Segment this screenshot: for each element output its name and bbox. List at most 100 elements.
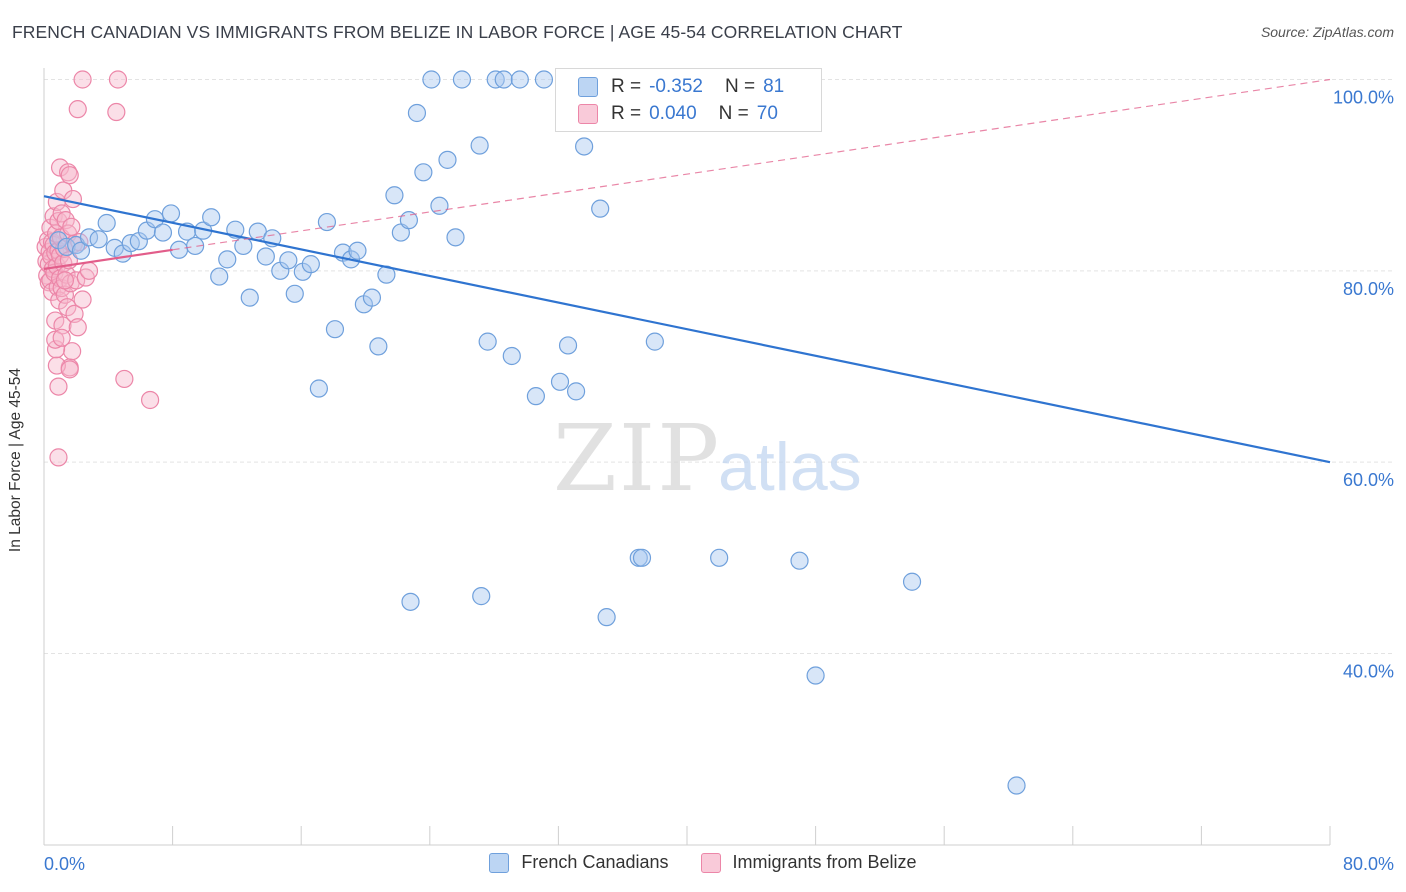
point-belize [68, 318, 87, 337]
point-belize [115, 369, 134, 389]
watermark-atlas: atlas [718, 429, 862, 505]
point-belize [55, 271, 74, 290]
tick-labels: 40.0% 60.0% 80.0% 100.0% 0.0% 80.0% [44, 88, 1394, 875]
point-french-canadian [385, 186, 404, 205]
trendline-belize-extension [172, 78, 1331, 251]
point-french-canadian [407, 103, 427, 123]
point-french-canadian [790, 551, 809, 570]
legend-item-belize: Immigrants from Belize [700, 852, 917, 873]
point-french-canadian [566, 382, 586, 401]
point-belize [59, 163, 78, 182]
point-french-canadian [279, 251, 298, 270]
legend-r-value: -0.352 [649, 76, 703, 97]
point-french-canadian [502, 346, 521, 366]
point-belize [63, 189, 83, 209]
legend-label-french-canadians: French Canadians [521, 852, 669, 872]
point-french-canadian [89, 230, 108, 249]
point-french-canadian [362, 288, 382, 307]
point-french-canadian [71, 241, 91, 260]
point-belize [60, 360, 79, 379]
point-belize [62, 217, 81, 236]
legend-swatch-pink [700, 852, 721, 873]
point-french-canadian [422, 70, 441, 89]
legend-n-value: 70 [756, 103, 778, 124]
y-tick-label: 80.0% [1343, 279, 1394, 299]
point-french-canadian [575, 137, 594, 156]
point-belize [79, 261, 99, 280]
series-legend: French Canadians Immigrants from Belize [0, 852, 1406, 873]
trendline-belize [43, 248, 173, 271]
point-french-canadian [218, 250, 237, 269]
point-french-canadian [309, 379, 328, 398]
point-french-canadian [526, 387, 545, 406]
point-belize [73, 290, 92, 309]
chart-title: FRENCH CANADIAN VS IMMIGRANTS FROM BELIZ… [12, 22, 903, 42]
point-french-canadian [452, 70, 472, 89]
point-belize [46, 340, 66, 359]
point-french-canadian [301, 255, 320, 274]
grid-lines [44, 79, 1392, 655]
point-french-canadian [414, 163, 433, 182]
point-french-canadian [348, 241, 367, 260]
french-canadian-points [49, 70, 1026, 795]
axes [43, 68, 1331, 846]
point-french-canadian [401, 592, 420, 611]
trendline-french-canadians [43, 195, 1331, 464]
point-french-canadian [202, 208, 221, 227]
point-belize [73, 70, 92, 89]
point-french-canadian [186, 236, 205, 256]
trend-lines [43, 78, 1331, 464]
legend-swatch-blue [489, 852, 510, 873]
legend-r-label: R = [611, 103, 642, 124]
point-belize [49, 448, 68, 467]
point-french-canadian [550, 372, 570, 391]
belize-points [36, 70, 160, 467]
y-tick-label: 60.0% [1343, 470, 1394, 490]
watermark: ZIP atlas [553, 405, 862, 512]
correlation-legend: R = -0.352 N = 81 R = 0.040 N = 70 [555, 68, 822, 132]
point-french-canadian [806, 666, 825, 685]
point-french-canadian [478, 332, 497, 351]
point-belize [49, 377, 68, 396]
point-french-canadian [472, 587, 491, 606]
y-axis-label: In Labor Force | Age 45-54 [7, 367, 24, 553]
point-french-canadian [494, 70, 513, 89]
point-french-canadian [510, 70, 529, 89]
point-french-canadian [446, 228, 465, 247]
point-french-canadian [153, 223, 173, 242]
point-french-canadian [285, 284, 304, 303]
point-belize [52, 328, 71, 347]
legend-swatch-blue [578, 77, 598, 97]
legend-r-label: R = [611, 76, 642, 97]
point-french-canadian [438, 150, 457, 169]
point-belize [63, 342, 82, 361]
legend-r-value: 0.040 [649, 103, 697, 124]
point-french-canadian [240, 288, 259, 307]
point-french-canadian [645, 332, 664, 351]
point-belize [60, 166, 79, 185]
point-belize [140, 390, 160, 410]
point-french-canadian [591, 199, 610, 218]
legend-n-label: N = [718, 103, 749, 124]
legend-n-value: 81 [763, 76, 785, 97]
legend-n-label: N = [724, 76, 756, 97]
legend-item-french-canadians: French Canadians [489, 852, 669, 873]
point-belize [65, 304, 84, 323]
x-tick-label: 80.0% [1343, 854, 1394, 874]
point-french-canadian [369, 337, 388, 356]
point-french-canadian [161, 204, 181, 223]
point-french-canadian [534, 70, 554, 89]
watermark-zip: ZIP [553, 405, 721, 512]
point-belize [108, 70, 128, 89]
point-french-canadian [97, 213, 116, 233]
x-tick-label: 0.0% [44, 854, 85, 874]
point-french-canadian [597, 608, 616, 627]
legend-swatch-pink [578, 104, 598, 124]
point-french-canadian [430, 196, 449, 215]
legend-row-french-canadians: R = -0.352 N = 81 [578, 74, 784, 100]
point-french-canadian [256, 247, 275, 266]
y-tick-label: 40.0% [1343, 662, 1394, 682]
point-french-canadian [1007, 776, 1026, 795]
legend-label-belize: Immigrants from Belize [732, 852, 917, 872]
